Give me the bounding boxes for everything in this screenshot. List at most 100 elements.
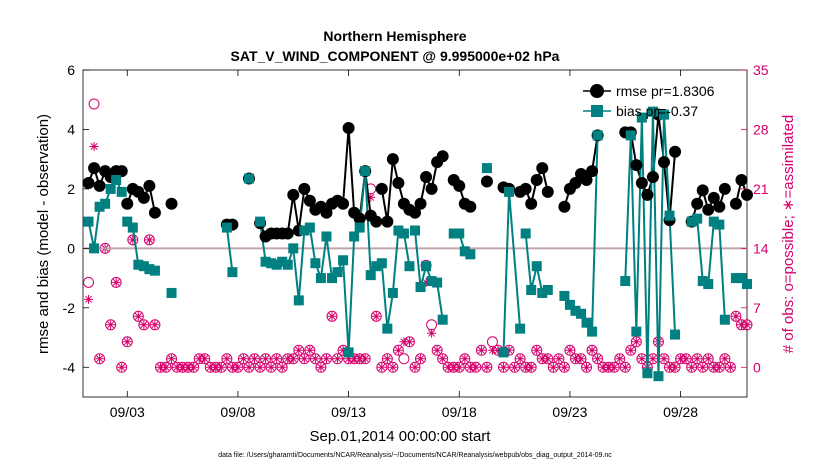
obs-assimilated-point	[111, 277, 121, 287]
obs-possible-point	[392, 344, 404, 356]
obs-assimilated-point	[250, 354, 260, 364]
obs-assimilated-point	[393, 345, 403, 355]
rmse-point	[337, 197, 350, 210]
bias-point	[387, 287, 398, 298]
bias-point	[415, 282, 426, 293]
obs-assimilated-point	[476, 345, 486, 355]
obs-assimilated-point	[692, 354, 702, 364]
bias-point	[714, 219, 725, 230]
bias-point	[631, 326, 642, 337]
obs-assimilated-point	[377, 362, 387, 372]
obs-assimilated-point	[117, 362, 127, 372]
rmse-point	[392, 176, 405, 189]
obs-assimilated-point	[404, 337, 414, 347]
obs-assimilated-point	[559, 362, 569, 372]
rmse-point	[453, 179, 466, 192]
obs-assimilated-point	[554, 354, 564, 364]
obs-assimilated-point	[144, 235, 154, 245]
left-axis: -4 -2 0 2 4 6	[63, 62, 89, 375]
rmse-point	[525, 197, 538, 210]
obs-assimilated-point	[438, 354, 448, 364]
obs-possible-point	[298, 353, 310, 365]
rmse-point	[718, 182, 731, 195]
obs-assimilated-point	[432, 345, 442, 355]
rmse-point	[386, 153, 399, 166]
obs-assimilated-point	[676, 354, 686, 364]
obs-possible-point	[730, 310, 742, 322]
obs-assimilated-point	[272, 354, 282, 364]
obs-assimilated-point	[261, 354, 271, 364]
y-axis-label-left: rmse and bias (model - observation)	[35, 114, 52, 354]
bias-point	[587, 326, 598, 337]
rmse-point	[536, 162, 549, 175]
bias-point	[271, 259, 282, 270]
obs-possible-point	[254, 361, 266, 373]
bias-point	[266, 258, 277, 269]
obs-assimilated-point	[637, 354, 647, 364]
obs-assimilated-point	[399, 337, 409, 347]
obs-possible-point	[630, 336, 642, 348]
obs-assimilated-point	[128, 235, 138, 245]
obs-possible-point	[138, 319, 150, 331]
obs-possible-point	[149, 319, 161, 331]
legend-bias-marker	[591, 105, 603, 117]
bias-point	[465, 249, 476, 260]
obs-assimilated-point	[200, 354, 210, 364]
bias-point	[116, 186, 127, 197]
bias-point	[343, 347, 354, 358]
rmse-point	[353, 212, 366, 225]
obs-assimilated-point	[537, 354, 547, 364]
obs-assimilated-point	[471, 362, 481, 372]
obs-assimilated-point	[349, 354, 359, 364]
rmse-point	[530, 173, 543, 186]
bias-point	[144, 264, 155, 275]
obs-possible-point	[409, 361, 421, 373]
obs-assimilated-point	[155, 362, 165, 372]
rmse-point	[143, 179, 156, 192]
obs-assimilated-point	[244, 362, 254, 372]
obs-assimilated-point	[648, 354, 658, 364]
right-tick-label: 35	[753, 62, 769, 78]
rmse-point	[580, 173, 593, 186]
obs-possible-point	[437, 353, 449, 365]
bias-point	[288, 243, 299, 254]
obs-assimilated-point	[736, 320, 746, 330]
obs-possible-point	[398, 353, 410, 365]
bias-point	[299, 225, 310, 236]
obs-assimilated-point	[333, 354, 343, 364]
rmse-point	[480, 175, 493, 188]
bias-point	[736, 273, 747, 284]
right-tick-label: 21	[753, 181, 769, 197]
bias-point	[410, 225, 420, 236]
obs-assimilated-point	[366, 192, 376, 202]
bias-line-segment	[414, 230, 444, 320]
bias-point	[730, 273, 741, 284]
bias-point	[360, 166, 371, 177]
bias-point	[526, 284, 537, 295]
rmse-point	[713, 200, 726, 213]
obs-assimilated-point	[460, 354, 470, 364]
bias-point	[227, 267, 238, 278]
obs-possible-point	[143, 234, 155, 246]
obs-assimilated-point	[205, 362, 215, 372]
obs-possible-point	[619, 361, 631, 373]
obs-assimilated-point	[449, 362, 459, 372]
bias-point	[133, 259, 144, 270]
obs-assimilated-point	[161, 362, 171, 372]
obs-possible-point	[132, 310, 144, 322]
rmse-point	[115, 165, 128, 178]
obs-assimilated-point	[338, 345, 348, 355]
obs-assimilated-point	[172, 362, 182, 372]
rmse-point	[558, 200, 571, 213]
obs-assimilated-point	[698, 362, 708, 372]
obs-assimilated-point	[277, 362, 287, 372]
bias-point	[282, 259, 293, 270]
obs-possible-point	[376, 361, 388, 373]
rmse-point	[569, 176, 582, 189]
bias-point	[625, 130, 636, 141]
bias-point	[371, 261, 382, 272]
rmse-point	[320, 206, 333, 219]
rmse-point	[691, 197, 704, 210]
bias-point	[83, 216, 94, 227]
